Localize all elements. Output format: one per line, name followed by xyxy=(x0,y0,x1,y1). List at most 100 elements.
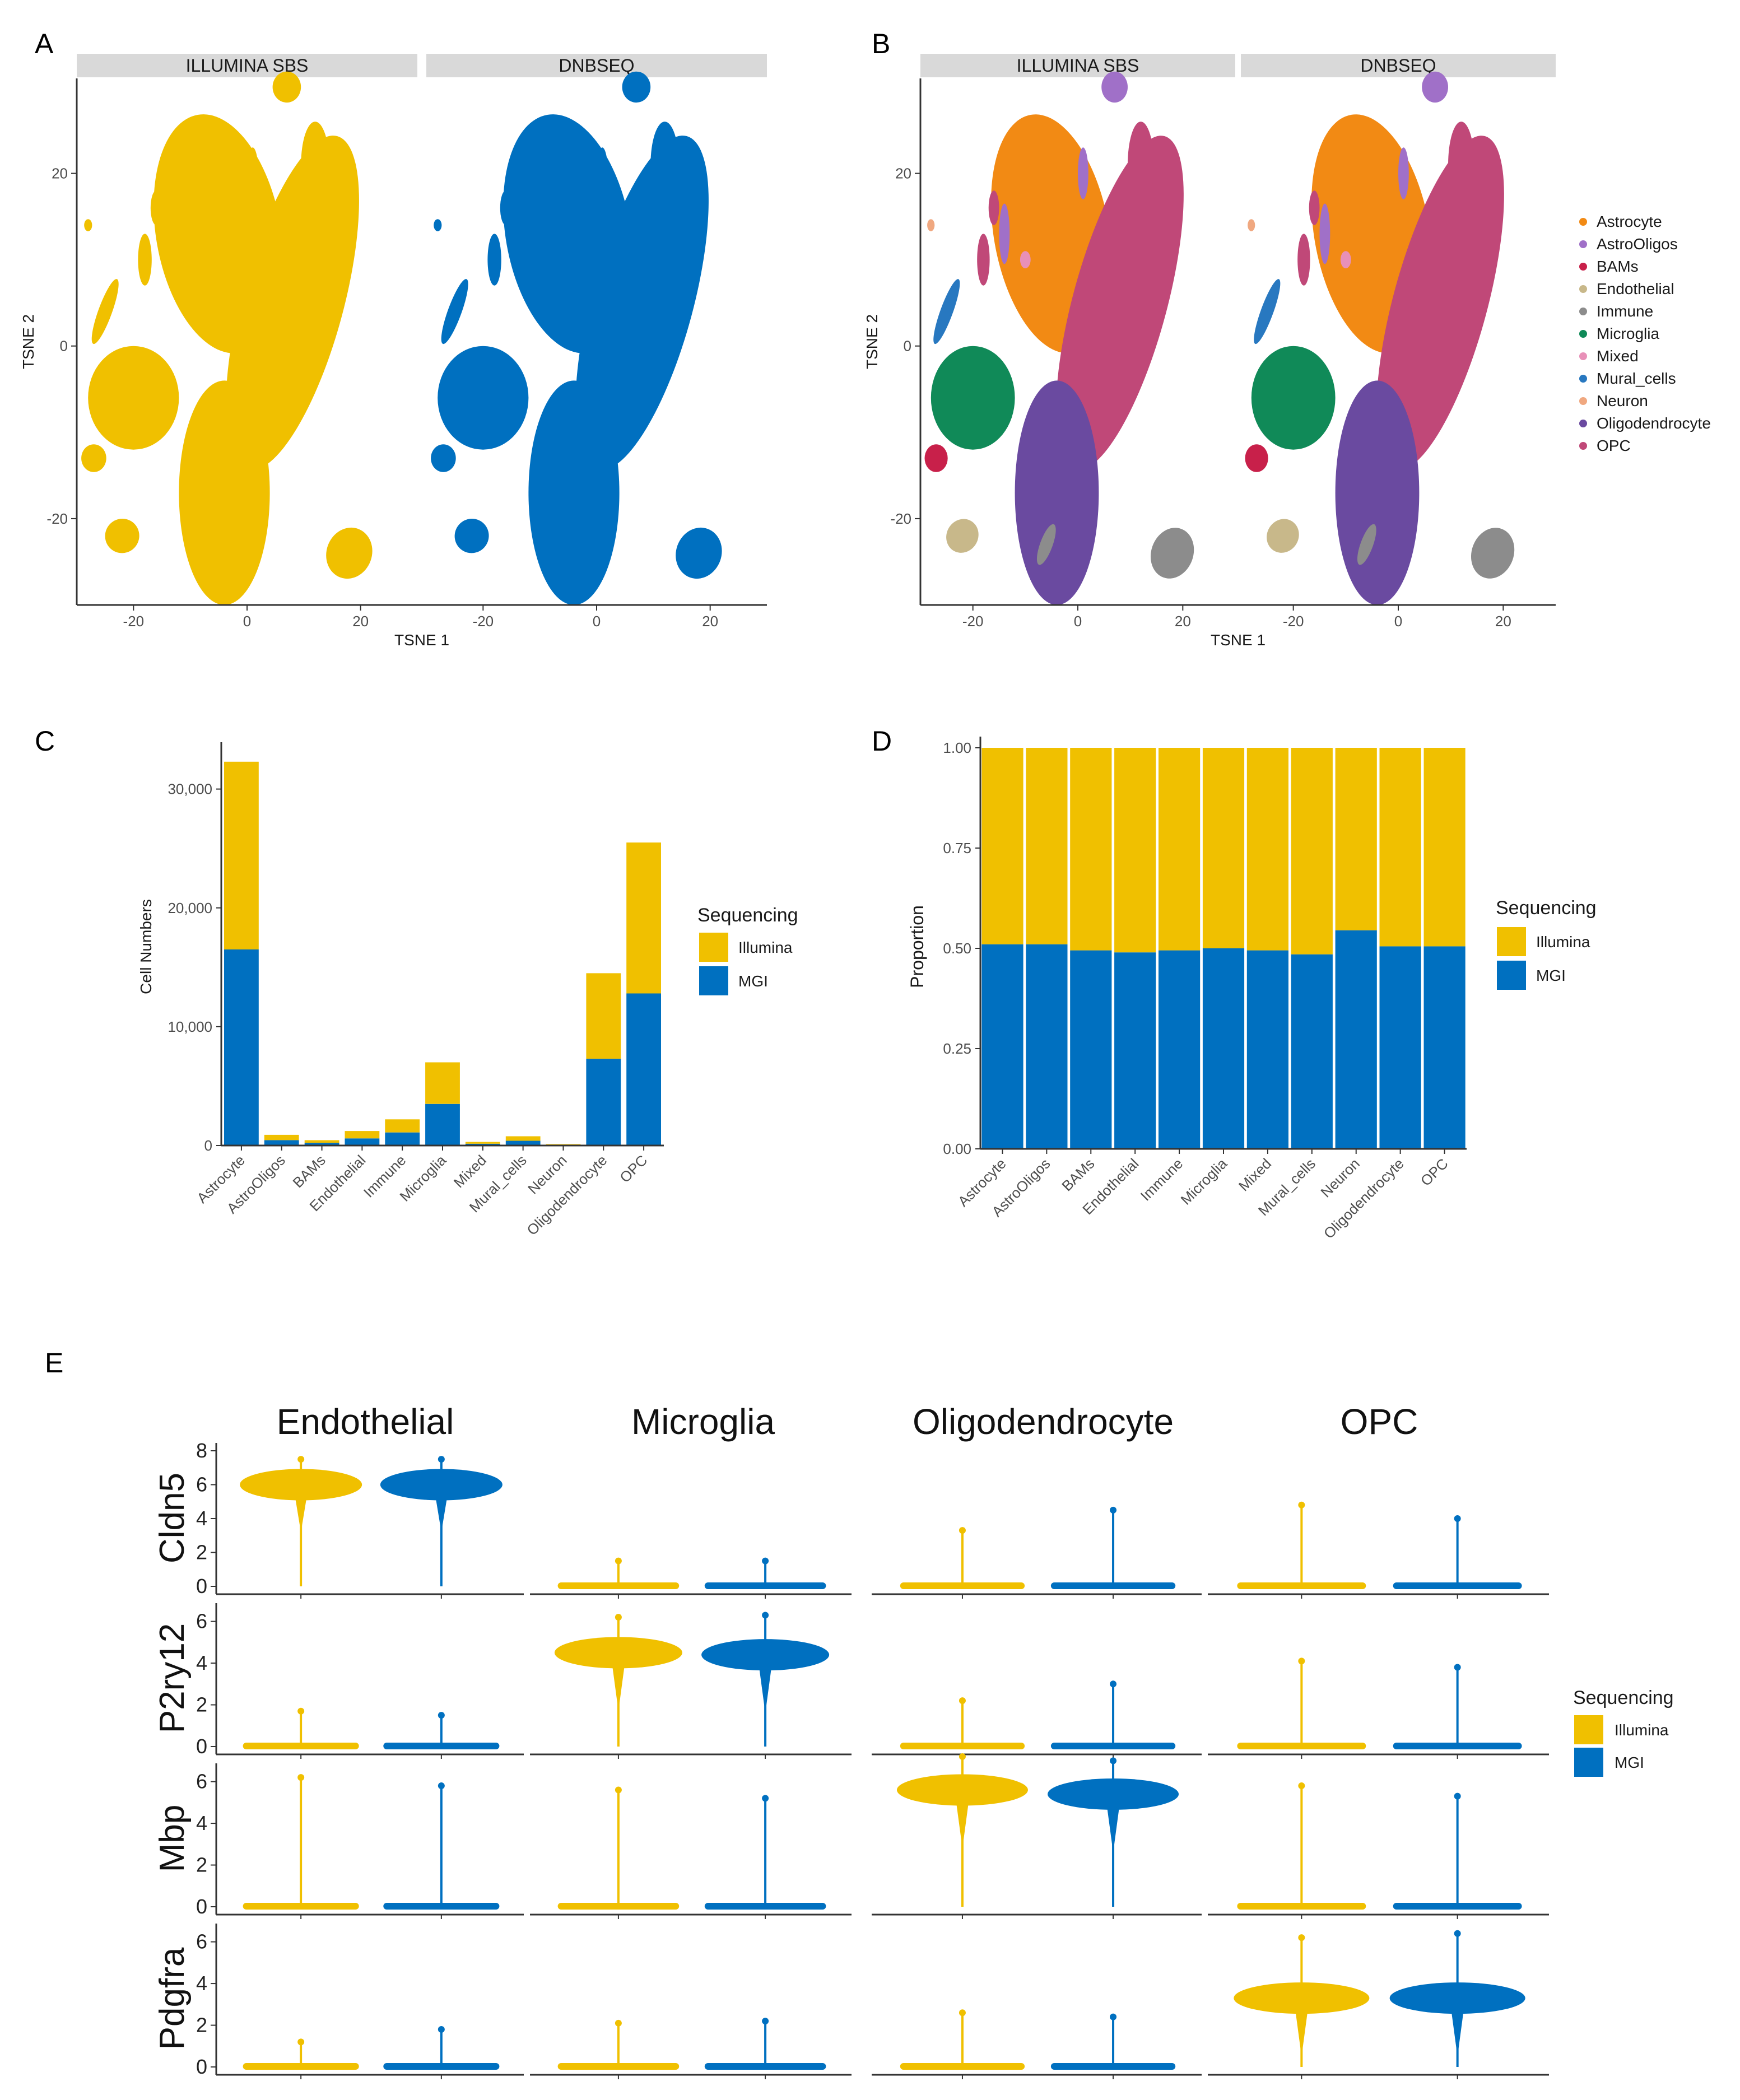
legend-dot-endothelial xyxy=(1579,285,1587,293)
c-legend-title: Sequencing xyxy=(697,905,798,926)
tsne-a-xtick-1-0: -20 xyxy=(473,613,494,630)
d-bar-neuron-illumina xyxy=(1335,748,1377,930)
violin-body-p2ry12-2-0 xyxy=(900,1743,1025,1749)
violin-body-mbp-3-0 xyxy=(1237,1903,1366,1910)
tsne-cluster-b2-15 xyxy=(1297,234,1310,286)
e-ytick-pdgfra-2: 4 xyxy=(196,1972,207,1995)
tsne-cluster-a1-8 xyxy=(150,190,162,225)
c-xtick-mixed: Mixed xyxy=(450,1152,490,1191)
violin-body-mbp-0-0 xyxy=(243,1903,359,1910)
d-xtick-mixed: Mixed xyxy=(1235,1155,1274,1194)
violin-body-mbp-1-1 xyxy=(704,1903,826,1910)
violin-outlier-cldn5-0-1 xyxy=(438,1456,445,1463)
violin-outlier-mbp-0-1 xyxy=(438,1782,445,1790)
violin-outlier-cldn5-1-1 xyxy=(762,1557,769,1564)
tsne-cluster-a1-4 xyxy=(91,279,119,344)
tsne-b-xtick-0-2: 20 xyxy=(1175,613,1191,630)
d-bar-astrooligos-mgi xyxy=(1026,944,1068,1149)
c-bar-mural_cells-mgi xyxy=(505,1140,541,1146)
c-legend-mgi: MGI xyxy=(738,972,768,990)
tsne-cluster-b1-5 xyxy=(1101,71,1128,103)
d-bar-microglia-mgi xyxy=(1202,948,1245,1149)
violin-outlier-p2ry12-2-1 xyxy=(1110,1680,1117,1688)
tsne-cluster-a2-16 xyxy=(534,251,546,268)
tsne-a-xtick-1-2: 20 xyxy=(702,613,718,630)
violin-outlier-cldn5-1-0 xyxy=(615,1557,622,1564)
violin-outlier-p2ry12-1-0 xyxy=(615,1614,622,1621)
c-bar-mural_cells-illumina xyxy=(505,1136,541,1141)
tsne-cluster-b1-14 xyxy=(1078,147,1088,199)
e-col-opc: OPC xyxy=(1341,1401,1418,1442)
d-bar-endothelial-illumina xyxy=(1114,748,1156,953)
c-xtick-opc: OPC xyxy=(616,1152,650,1186)
c-bar-astrooligos-illumina xyxy=(264,1134,299,1140)
e-ytick-p2ry12-0: 0 xyxy=(196,1735,207,1758)
violin-body-pdgfra-0-0 xyxy=(243,2063,359,2070)
violin-body-cldn5-1-0 xyxy=(557,1582,680,1589)
tsne-cluster-a2-5 xyxy=(622,71,651,103)
d-bar-oligodendrocyte-mgi xyxy=(1379,946,1421,1149)
violin-body-p2ry12-2-1 xyxy=(1050,1743,1176,1749)
tsne-cluster-b2-13 xyxy=(1248,219,1255,231)
tsne-a-ylabel: TSNE 2 xyxy=(20,314,37,369)
e-legend-mgi: MGI xyxy=(1615,1754,1644,1771)
tsne-cluster-a1-15 xyxy=(138,234,152,286)
violin-tail-pdgfra-3-1 xyxy=(1449,1998,1465,2057)
violin-outlier-mbp-1-0 xyxy=(615,1786,622,1794)
tsne-b-ytick-1: 0 xyxy=(904,338,911,355)
e-ytick-mbp-3: 6 xyxy=(196,1770,207,1793)
tsne-cluster-b2-12 xyxy=(1471,528,1515,579)
e-ytick-mbp-0: 0 xyxy=(196,1895,207,1918)
tsne-cluster-b2-1 xyxy=(1376,136,1504,471)
tsne-cluster-a2-15 xyxy=(487,234,501,286)
e-ytick-p2ry12-2: 4 xyxy=(196,1651,207,1674)
tsne-b-xtick-0-0: -20 xyxy=(962,613,984,630)
violin-body-pdgfra-0-1 xyxy=(383,2063,500,2070)
e-col-endothelial: Endothelial xyxy=(277,1401,454,1442)
tsne-cluster-a1-3 xyxy=(88,346,179,450)
d-ytick-4: 1.00 xyxy=(943,739,971,756)
violin-outlier-p2ry12-0-0 xyxy=(297,1707,305,1715)
violin-outlier-pdgfra-2-1 xyxy=(1110,2013,1117,2020)
tsne-cluster-b2-4 xyxy=(1254,279,1281,344)
violin-body-p2ry12-0-0 xyxy=(243,1743,359,1749)
tsne-a-xtick-0-2: 20 xyxy=(352,613,369,630)
legend-label-neuron: Neuron xyxy=(1597,392,1648,409)
tsne-cluster-b2-5 xyxy=(1422,71,1448,103)
d-bar-endothelial-mgi xyxy=(1114,952,1156,1149)
tsne-cluster-a1-10 xyxy=(81,444,106,472)
legend-label-oligodendrocyte: Oligodendrocyte xyxy=(1597,415,1711,432)
violin-outlier-p2ry12-1-1 xyxy=(762,1612,769,1619)
e-col-oligodendrocyte: Oligodendrocyte xyxy=(913,1401,1174,1442)
violin-outlier-cldn5-2-0 xyxy=(959,1527,966,1534)
d-legend-illumina: Illumina xyxy=(1536,933,1590,951)
d-bar-opc-mgi xyxy=(1423,946,1465,1149)
violin-outlier-mbp-3-1 xyxy=(1454,1792,1461,1800)
c-ytick-1: 10,000 xyxy=(168,1018,212,1035)
tsne-cluster-b1-8 xyxy=(988,190,999,225)
violin-outlier-mbp-1-1 xyxy=(762,1795,769,1802)
legend-label-endothelial: Endothelial xyxy=(1597,280,1674,297)
d-bar-microglia-illumina xyxy=(1202,748,1245,948)
c-bar-immune-mgi xyxy=(385,1132,420,1146)
legend-dot-neuron xyxy=(1579,397,1587,405)
c-bar-endothelial-illumina xyxy=(345,1131,380,1139)
tsne-cluster-a2-9 xyxy=(454,518,489,553)
d-bar-neuron-mgi xyxy=(1335,930,1377,1149)
e-ytick-mbp-2: 4 xyxy=(196,1812,207,1834)
tsne-cluster-b2-14 xyxy=(1398,147,1409,199)
legend-dot-immune xyxy=(1579,308,1587,315)
violin-body-pdgfra-2-1 xyxy=(1050,2063,1176,2070)
d-bar-immune-illumina xyxy=(1159,748,1201,951)
d-xtick-bams: BAMs xyxy=(1058,1155,1097,1194)
tsne-cluster-b1-12 xyxy=(1150,528,1194,579)
violin-outlier-p2ry12-3-1 xyxy=(1454,1664,1461,1671)
c-bar-microglia-illumina xyxy=(425,1062,460,1104)
violin-outlier-pdgfra-0-0 xyxy=(297,2038,305,2046)
c-bar-oligodendrocyte-mgi xyxy=(586,1059,621,1146)
tsne-cluster-a2-4 xyxy=(441,279,468,344)
violin-body-pdgfra-1-0 xyxy=(557,2063,680,2070)
c-bar-mixed-mgi xyxy=(465,1143,500,1146)
